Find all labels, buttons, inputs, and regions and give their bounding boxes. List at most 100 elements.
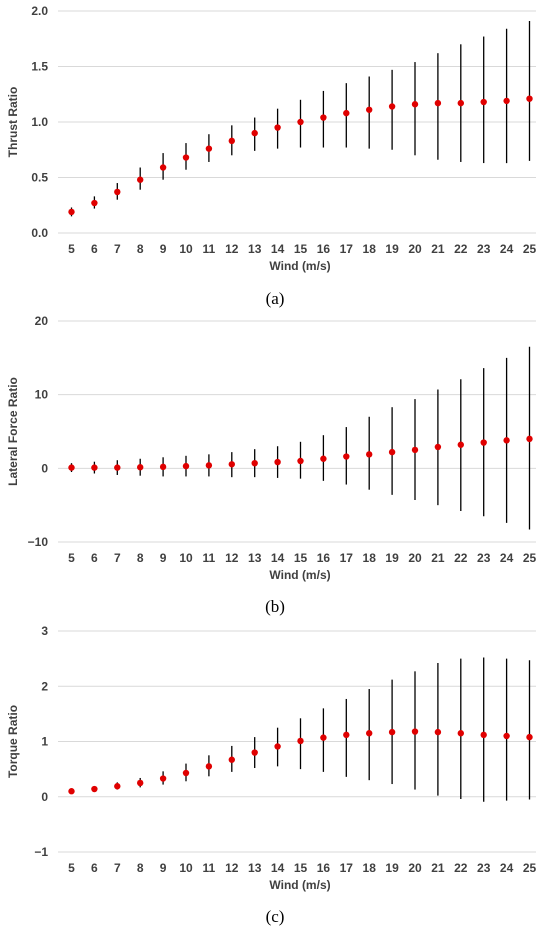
data-point	[205, 462, 213, 469]
x-tick-label: 5	[68, 242, 75, 256]
data-point	[388, 448, 396, 456]
x-tick-label: 13	[248, 861, 262, 875]
x-tick-label: 17	[340, 242, 354, 256]
data-point	[457, 441, 464, 448]
y-tick-label: 0.5	[31, 171, 48, 185]
x-axis-label: Wind (m/s)	[269, 568, 330, 582]
x-tick-label: 9	[160, 861, 167, 875]
x-tick-label: 13	[248, 551, 262, 565]
x-tick-label: 10	[179, 551, 193, 565]
data-point	[503, 97, 510, 105]
data-point	[320, 455, 327, 462]
y-tick-label: 0.0	[31, 226, 48, 240]
x-tick-label: 16	[317, 861, 331, 875]
x-tick-label: 18	[363, 861, 377, 875]
data-point	[480, 98, 487, 106]
data-point	[411, 101, 419, 108]
data-point	[114, 783, 121, 790]
x-tick-label: 17	[340, 551, 354, 565]
data-point	[434, 728, 442, 736]
x-tick-label: 7	[114, 551, 121, 565]
y-tick-label: 2.0	[31, 4, 48, 18]
x-tick-label: 22	[454, 861, 468, 875]
x-tick-label: 17	[340, 861, 354, 875]
x-tick-label: 6	[91, 861, 98, 875]
x-tick-label: 21	[431, 242, 445, 256]
x-tick-label: 20	[408, 551, 422, 565]
data-point	[457, 730, 464, 737]
x-tick-label: 8	[137, 551, 144, 565]
x-tick-label: 9	[160, 551, 167, 565]
data-point	[159, 775, 167, 782]
data-point	[366, 451, 373, 458]
panel-caption: (a)	[266, 289, 285, 308]
x-tick-label: 8	[137, 861, 144, 875]
data-point	[457, 99, 464, 107]
data-point	[526, 733, 533, 741]
x-tick-label: 22	[454, 242, 468, 256]
x-tick-label: 22	[454, 551, 468, 565]
data-point	[480, 439, 487, 446]
data-point	[503, 732, 510, 740]
y-tick-label: 1.5	[31, 60, 48, 74]
x-tick-label: 5	[68, 861, 75, 875]
data-point	[503, 437, 510, 444]
data-point	[68, 788, 75, 795]
x-tick-label: 21	[431, 551, 445, 565]
x-tick-label: 21	[431, 861, 445, 875]
y-tick-label: −10	[28, 535, 49, 549]
data-point	[343, 453, 350, 460]
x-tick-label: 15	[294, 242, 308, 256]
x-tick-label: 23	[477, 551, 491, 565]
x-tick-label: 10	[179, 242, 193, 256]
data-point	[274, 458, 281, 466]
panel-caption: (c)	[266, 907, 285, 926]
data-point	[366, 106, 373, 113]
x-tick-label: 8	[137, 242, 144, 256]
x-tick-label: 25	[523, 242, 537, 256]
x-tick-label: 19	[385, 551, 399, 565]
x-tick-label: 19	[385, 242, 399, 256]
x-tick-label: 20	[408, 861, 422, 875]
x-tick-label: 9	[160, 242, 167, 256]
data-point	[297, 118, 304, 126]
data-point	[388, 728, 396, 736]
data-point	[297, 737, 304, 745]
data-point	[343, 731, 350, 739]
x-tick-label: 19	[385, 861, 399, 875]
data-point	[343, 109, 350, 117]
data-point	[480, 731, 487, 739]
data-point	[182, 462, 190, 470]
y-tick-label: 0	[41, 790, 48, 804]
x-tick-label: 18	[363, 551, 377, 565]
x-tick-label: 6	[91, 242, 98, 256]
data-point	[434, 443, 442, 451]
data-point	[114, 188, 121, 196]
data-point	[320, 734, 327, 741]
y-axis-label: Thrust Ratio	[6, 87, 20, 158]
y-axis-label: Lateral Force Ratio	[6, 377, 20, 486]
x-tick-label: 15	[294, 861, 308, 875]
x-tick-label: 11	[203, 242, 216, 256]
x-tick-label: 16	[317, 242, 331, 256]
data-point	[251, 459, 258, 467]
y-tick-label: 1	[41, 735, 48, 749]
data-point	[366, 730, 373, 737]
chart-panel-0: 0.0 0.5 1.0 1.5 2.0 5 6 7 8 9 10 11 12 13 14 15 16 17 18 19…	[6, 4, 536, 308]
x-tick-label: 14	[271, 861, 285, 875]
data-point	[137, 779, 144, 787]
y-tick-label: 20	[35, 314, 49, 328]
x-tick-label: 25	[523, 551, 537, 565]
x-tick-label: 14	[271, 242, 285, 256]
x-tick-label: 24	[500, 551, 514, 565]
x-tick-label: 15	[294, 551, 308, 565]
x-tick-label: 11	[203, 551, 216, 565]
x-tick-label: 24	[500, 242, 514, 256]
data-point	[91, 785, 98, 793]
data-point	[388, 103, 396, 110]
data-point	[228, 461, 235, 468]
data-point	[182, 769, 190, 777]
x-tick-label: 20	[408, 242, 422, 256]
